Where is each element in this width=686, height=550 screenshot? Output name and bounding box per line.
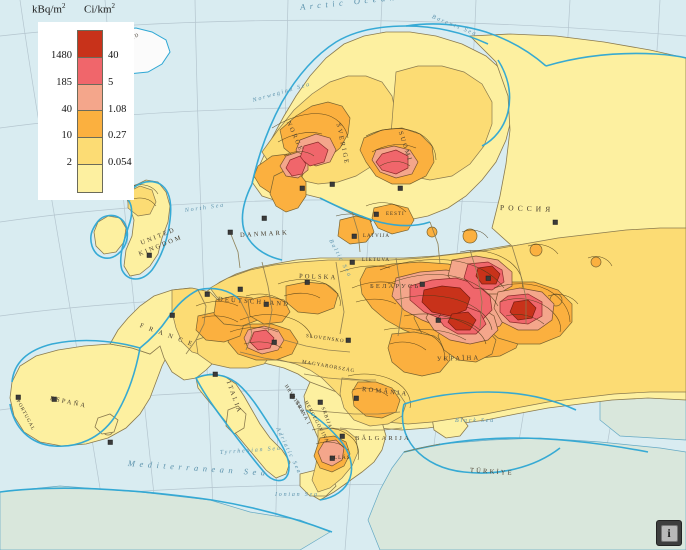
contour-detail <box>125 113 613 461</box>
legend-tick-kbq-3: 40 <box>61 103 73 115</box>
legend-tick-ci-4: 0.27 <box>108 130 127 142</box>
legend-band-1 <box>78 31 102 58</box>
legend-band-3 <box>78 84 102 112</box>
info-icon: i <box>660 524 678 542</box>
legend-band-4 <box>78 111 102 139</box>
legend-unit-ci: Ci/km2 <box>84 2 116 16</box>
city-markers <box>15 181 558 461</box>
national-borders <box>185 211 527 453</box>
legend-band-6 <box>78 165 102 192</box>
legend-tick-ci-1: 40 <box>108 49 119 61</box>
legend-tick-kbq-4: 10 <box>61 130 73 142</box>
legend-tick-ci-5: 0.054 <box>108 157 132 169</box>
legend-tick-kbq-1: 1480 <box>51 49 72 61</box>
coastline <box>0 23 686 533</box>
legend-tick-kbq-2: 185 <box>56 76 72 88</box>
legend-band-5 <box>78 138 102 166</box>
unmapped-land <box>0 395 686 550</box>
legend-panel: 1480 40 185 5 40 1.08 10 0.27 2 0.054 <box>38 22 134 200</box>
legend-unit-kbq: kBq/m2 <box>32 2 66 16</box>
info-button[interactable]: i <box>656 520 682 546</box>
legend-color-bar <box>77 30 103 193</box>
legend-tick-kbq-5: 2 <box>66 157 72 169</box>
legend-band-2 <box>78 57 102 85</box>
legend-tick-ci-2: 5 <box>108 76 114 88</box>
legend-tick-ci-3: 1.08 <box>108 103 127 115</box>
